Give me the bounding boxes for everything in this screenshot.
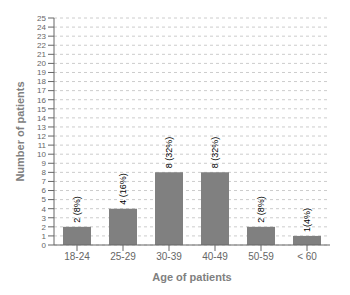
svg-text:Number of patients: Number of patients	[14, 81, 26, 181]
svg-text:13: 13	[37, 123, 46, 132]
svg-text:4: 4	[42, 205, 47, 214]
svg-text:< 60: < 60	[297, 251, 317, 262]
svg-text:4 (16%): 4 (16%)	[118, 173, 128, 205]
svg-text:9: 9	[42, 159, 47, 168]
svg-text:2 (8%): 2 (8%)	[256, 196, 266, 223]
svg-text:25-29: 25-29	[110, 251, 136, 262]
svg-text:16: 16	[37, 96, 46, 105]
svg-text:17: 17	[37, 86, 46, 95]
svg-text:12: 12	[37, 132, 46, 141]
svg-text:8 (32%): 8 (32%)	[210, 137, 220, 169]
svg-text:14: 14	[37, 114, 46, 123]
svg-text:6: 6	[42, 186, 47, 195]
svg-text:22: 22	[37, 41, 46, 50]
svg-text:8: 8	[42, 168, 47, 177]
svg-text:Age of patients: Age of patients	[152, 271, 231, 283]
svg-text:25: 25	[37, 14, 46, 23]
svg-text:21: 21	[37, 50, 46, 59]
svg-text:40-49: 40-49	[202, 251, 228, 262]
svg-text:0: 0	[42, 241, 47, 250]
svg-text:2 (8%): 2 (8%)	[72, 196, 82, 223]
svg-text:1: 1	[42, 232, 47, 241]
svg-text:7: 7	[42, 177, 47, 186]
svg-text:15: 15	[37, 105, 46, 114]
svg-text:10: 10	[37, 150, 46, 159]
svg-text:8 (32%): 8 (32%)	[164, 137, 174, 169]
svg-text:23: 23	[37, 32, 46, 41]
svg-text:1(4%): 1(4%)	[302, 208, 312, 232]
svg-text:3: 3	[42, 214, 47, 223]
svg-text:5: 5	[42, 195, 47, 204]
svg-text:11: 11	[38, 141, 47, 150]
svg-text:18-24: 18-24	[64, 251, 90, 262]
svg-text:50-59: 50-59	[248, 251, 274, 262]
svg-text:24: 24	[37, 23, 46, 32]
svg-text:2: 2	[42, 223, 47, 232]
svg-text:18: 18	[37, 77, 46, 86]
svg-text:20: 20	[37, 59, 46, 68]
svg-text:19: 19	[37, 68, 46, 77]
svg-text:30-39: 30-39	[156, 251, 182, 262]
